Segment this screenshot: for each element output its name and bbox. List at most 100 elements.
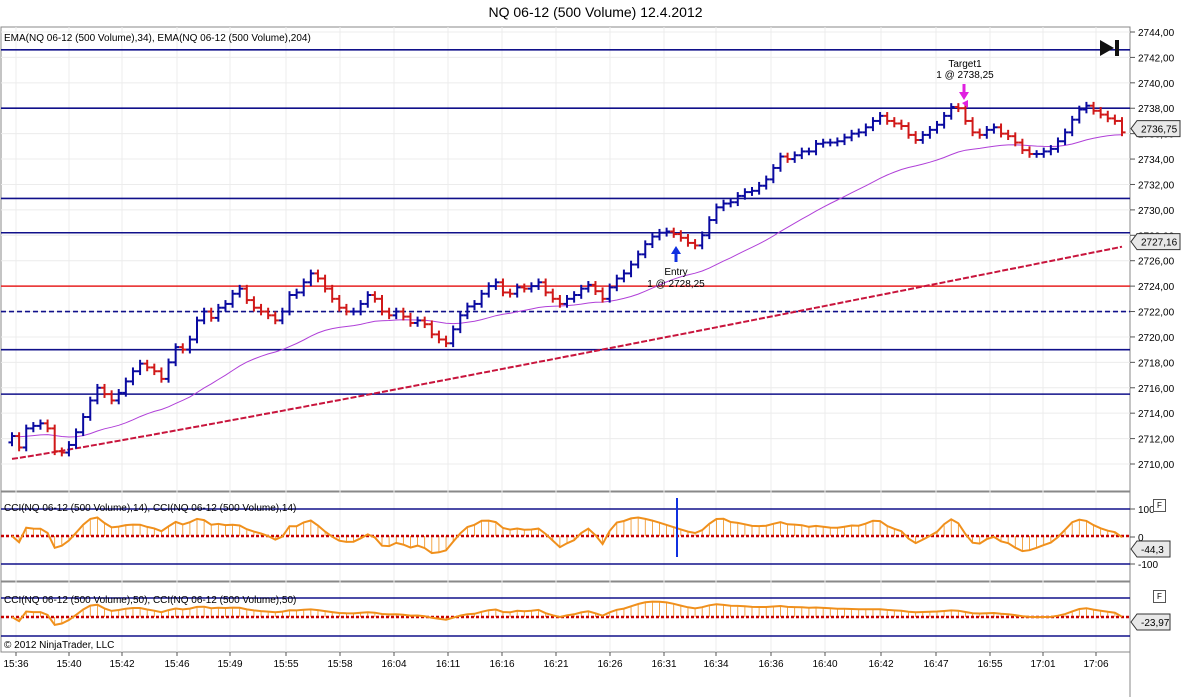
price-bar [428,320,436,339]
skip-to-end-icon[interactable] [1098,38,1122,58]
price-bar [357,300,365,316]
price-bar [791,151,799,163]
cci14-format-button[interactable]: F [1153,499,1166,512]
price-bar [179,343,187,354]
price-bar [1097,106,1105,119]
price-tick-label: 2730,00 [1138,206,1175,217]
price-tick-label: 2710,00 [1138,460,1175,471]
price-bar [122,377,130,397]
time-axis: 15:36 15:40 15:42 15:46 15:49 15:55 15:58 16:04… [3,652,1109,670]
levels [1,48,1130,395]
price-bar [833,137,841,147]
price-bar [812,140,820,156]
price-bar [584,281,592,293]
price-bar [328,284,336,303]
price-bar [399,307,407,321]
ema-price-badge: 2727,16 [1130,233,1181,251]
cci50-format-button[interactable]: F [1153,590,1166,603]
price-bar [115,389,123,405]
price-tick-label: 2720,00 [1138,333,1175,344]
price-bar [677,230,685,242]
price-bar [492,278,500,290]
price-bar [719,199,728,212]
price-bar [527,282,535,293]
price-bar [954,103,962,113]
price-bar [1047,145,1055,156]
price-bar [463,302,471,320]
price-bar [627,260,635,278]
cci14-value-badge: -44,3 [1130,540,1171,558]
price-bar [499,278,507,297]
price-bar [634,250,642,269]
price-bar [869,117,877,132]
price-bar [86,396,94,421]
price-bar [919,131,927,144]
price-bar [570,291,578,303]
price-bar [229,289,237,308]
price-tick-label: 2726,00 [1138,257,1175,268]
price-bar [613,274,621,292]
price-bar [862,123,870,137]
time-tick-label: 16:36 [758,659,783,670]
price-bar [1089,101,1098,115]
price-bar [691,239,699,250]
price-bar [321,274,329,293]
time-tick-label: 15:42 [109,659,134,670]
price-tick-label: 2742,00 [1138,53,1175,64]
time-tick-label: 15:55 [273,659,298,670]
time-tick-label: 15:40 [56,659,81,670]
price-bar [164,358,173,383]
cci-axis: 100 0 -100 -44,3 -23,97 [1130,505,1171,631]
price-bar [549,288,557,303]
price-bar [243,284,251,304]
price-bar [655,228,664,241]
price-bar [1011,132,1019,147]
price-bar [606,283,614,303]
target-label: Target1 [948,59,982,70]
price-bar [15,432,23,452]
last-price-badge: 2736,75 [1130,120,1181,138]
price-bar [876,112,884,125]
price-tick-label: 2722,00 [1138,308,1175,319]
price-bar [335,295,343,312]
price-bar [961,104,970,125]
time-tick-label: 16:40 [812,659,837,670]
price-bar [513,283,521,298]
price-bar [769,164,777,184]
time-tick-label: 16:42 [868,659,893,670]
price-bar [414,316,422,327]
svg-text:2727,16: 2727,16 [1141,238,1178,249]
svg-text:2736,75: 2736,75 [1141,125,1178,136]
price-bar [805,147,813,156]
price-bar [157,367,165,383]
price-bar [684,234,692,247]
price-bar [385,307,393,320]
time-tick-label: 16:47 [923,659,948,670]
time-tick-label: 16:11 [436,659,461,670]
price-bar [435,330,443,344]
price-bar [200,307,208,325]
time-tick-label: 17:06 [1083,659,1108,670]
price-tick-label: 2716,00 [1138,384,1175,395]
price-bar [93,383,101,405]
price-bar [307,269,315,287]
price-bar [506,288,514,298]
price-tick-label: 2734,00 [1138,155,1175,166]
price-bar [976,128,984,139]
price-tick-label: 2732,00 [1138,180,1175,191]
price-bar [421,316,429,329]
price-bar [236,284,244,298]
price-bar [193,316,201,344]
price-bar [136,359,144,376]
time-tick-label: 16:04 [381,659,406,670]
price-bar [293,288,301,299]
price-bar [8,432,16,447]
price-bar [534,278,543,290]
price-bar [186,335,194,354]
price-bar [1018,138,1026,154]
price-tick-label: 2724,00 [1138,282,1175,293]
price-tick-label: 2714,00 [1138,409,1175,420]
price-bars [8,101,1126,457]
cci50-label: CCI(NQ 06-12 (500 Volume),50), CCI(NQ 06… [4,595,297,606]
